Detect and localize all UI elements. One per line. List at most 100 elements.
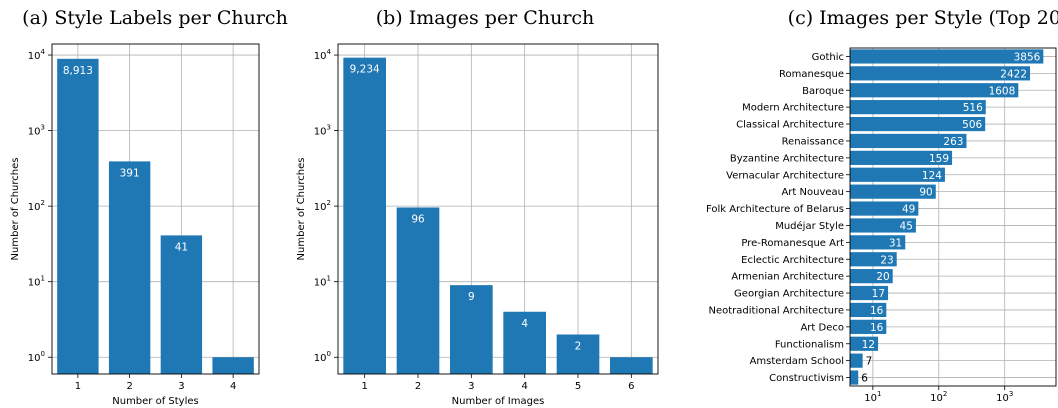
y-tick-label: 100 <box>28 350 45 364</box>
bar <box>343 57 386 374</box>
y-tick-label: 100 <box>314 350 331 364</box>
chart-title: (c) Images per Style (Top 20) <box>788 7 1058 29</box>
category-label: Folk Architecture of Belarus <box>706 204 844 215</box>
bar-value-label: 41 <box>175 241 188 253</box>
bar <box>850 319 887 334</box>
bar <box>503 311 546 374</box>
category-label: Mudéjar Style <box>775 220 844 232</box>
bar-value-label: 16 <box>870 322 884 334</box>
bar-value-label: 49 <box>902 204 915 216</box>
category-label: Eclectic Architecture <box>741 255 844 266</box>
bar-value-label: 96 <box>411 213 425 225</box>
x-axis-label: Number of Images <box>452 396 545 407</box>
bar <box>850 133 967 149</box>
category-label: Armenian Architecture <box>731 272 844 283</box>
x-tick-label: 3 <box>178 381 184 392</box>
chart-title: (b) Images per Church <box>376 7 595 29</box>
x-tick-label: 5 <box>575 381 581 392</box>
bar <box>850 302 887 318</box>
category-label: Baroque <box>802 86 844 97</box>
plot-frame <box>337 43 659 375</box>
x-tick-label: 4 <box>521 381 527 392</box>
x-tick-label: 2 <box>126 381 132 392</box>
y-tick-label: 103 <box>314 124 331 138</box>
y-tick-label: 101 <box>28 275 45 289</box>
bar <box>850 201 919 216</box>
bar <box>57 58 99 374</box>
bar-value-label: 159 <box>929 153 949 165</box>
bar <box>450 285 493 374</box>
bar-value-label: 4 <box>521 318 528 330</box>
y-tick-label: 102 <box>28 199 45 213</box>
bar <box>850 218 916 233</box>
bar <box>556 334 600 374</box>
bar <box>850 336 879 351</box>
bar <box>160 235 203 374</box>
bar <box>850 235 906 250</box>
bar-value-label: 1608 <box>989 85 1016 97</box>
category-label: Vernacular Architecture <box>726 170 844 181</box>
bar-value-label: 263 <box>943 136 963 148</box>
category-label: Functionalism <box>775 339 844 350</box>
bar-value-label: 516 <box>963 102 983 114</box>
bar <box>396 207 440 374</box>
y-tick-label: 101 <box>314 275 331 289</box>
bar-value-label: 31 <box>889 237 902 249</box>
y-tick-label: 104 <box>28 48 46 62</box>
category-label: Pre-Romanesque Art <box>741 238 844 249</box>
bar-value-label: 20 <box>876 271 889 283</box>
bar-value-label: 12 <box>862 339 875 351</box>
x-tick-label: 2 <box>415 381 421 392</box>
chart-images-per-church: (b) Images per Church 100 101 102 103 104 9,23… <box>296 7 659 407</box>
bar-value-label: 45 <box>900 220 913 232</box>
bar-value-label: 506 <box>962 119 982 131</box>
category-label: Modern Architecture <box>742 103 844 114</box>
bar-value-label: 16 <box>870 305 884 317</box>
y-axis-label: Number of Churches <box>10 158 21 261</box>
category-label: Romanesque <box>779 69 844 80</box>
bar <box>850 83 1019 98</box>
bar <box>850 184 936 199</box>
x-tick-label: 101 <box>864 390 881 404</box>
bar <box>850 167 945 182</box>
category-label: Art Deco <box>800 322 844 333</box>
category-label: Neotraditional Architecture <box>709 305 845 316</box>
plot-frame <box>849 47 1057 387</box>
x-tick-label: 3 <box>468 381 474 392</box>
bar-value-label: 2422 <box>1000 68 1027 80</box>
bar <box>850 353 863 368</box>
bar-value-label: 17 <box>872 288 885 300</box>
x-tick-label: 1 <box>361 381 367 392</box>
x-tick-label: 103 <box>996 390 1013 404</box>
y-axis-label: Number of Churches <box>296 158 307 261</box>
category-label: Georgian Architecture <box>734 289 844 300</box>
bar <box>850 252 897 267</box>
bar <box>850 285 889 301</box>
bar <box>850 269 893 284</box>
bar-value-label: 23 <box>880 254 893 266</box>
chart-title: (a) Style Labels per Church <box>22 7 288 29</box>
category-label: Renaissance <box>782 136 844 147</box>
y-tick-label: 103 <box>28 124 45 138</box>
bar-value-label: 9,234 <box>350 64 380 76</box>
y-tick-label: 104 <box>314 48 332 62</box>
category-label: Amsterdam School <box>750 356 844 367</box>
y-tick-label: 102 <box>314 199 331 213</box>
category-label: Gothic <box>812 52 844 63</box>
x-tick-label: 6 <box>628 381 634 392</box>
x-tick-label: 4 <box>230 381 236 392</box>
bar-value-label: 2 <box>575 340 582 352</box>
bar-value-label: 8,913 <box>63 65 93 77</box>
x-tick-label: 1 <box>75 381 81 392</box>
bar-value-label: 6 <box>861 373 868 385</box>
bar <box>850 370 859 385</box>
x-axis-label: Number of Styles <box>112 396 199 407</box>
category-label: Byzantine Architecture <box>730 153 844 164</box>
bar <box>610 357 653 374</box>
bar <box>212 357 254 374</box>
bar-value-label: 90 <box>919 187 932 199</box>
plot-frame <box>51 43 260 375</box>
category-label: Art Nouveau <box>781 187 844 198</box>
category-label: Constructivism <box>769 373 844 384</box>
